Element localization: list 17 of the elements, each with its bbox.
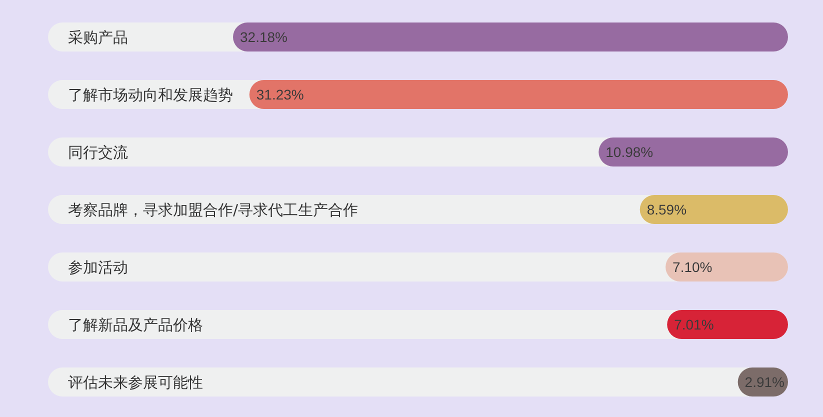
data-label: 10.98% (606, 144, 654, 160)
y-tick-label: 了解新品及产品价格 (68, 316, 203, 334)
data-label: 7.01% (674, 316, 714, 333)
data-label: 31.23% (256, 86, 304, 103)
y-tick-label: 评估未来参展可能性 (68, 373, 203, 392)
data-label: 32.18% (240, 29, 288, 46)
bar (667, 310, 788, 339)
y-tick-label: 参加活动 (68, 258, 128, 276)
data-label: 8.59% (646, 202, 687, 218)
y-tick-label: 同行交流 (68, 143, 128, 162)
y-tick-label: 了解市场动向和发展趋势 (68, 86, 233, 104)
y-tick-label: 采购产品 (68, 28, 128, 46)
data-label: 2.91% (744, 374, 785, 390)
bar (666, 252, 788, 282)
bar (640, 195, 788, 224)
y-tick-label: 考察品牌，寻求加盟合作/寻求代工生产合作 (68, 200, 358, 219)
data-label: 7.10% (672, 259, 712, 276)
